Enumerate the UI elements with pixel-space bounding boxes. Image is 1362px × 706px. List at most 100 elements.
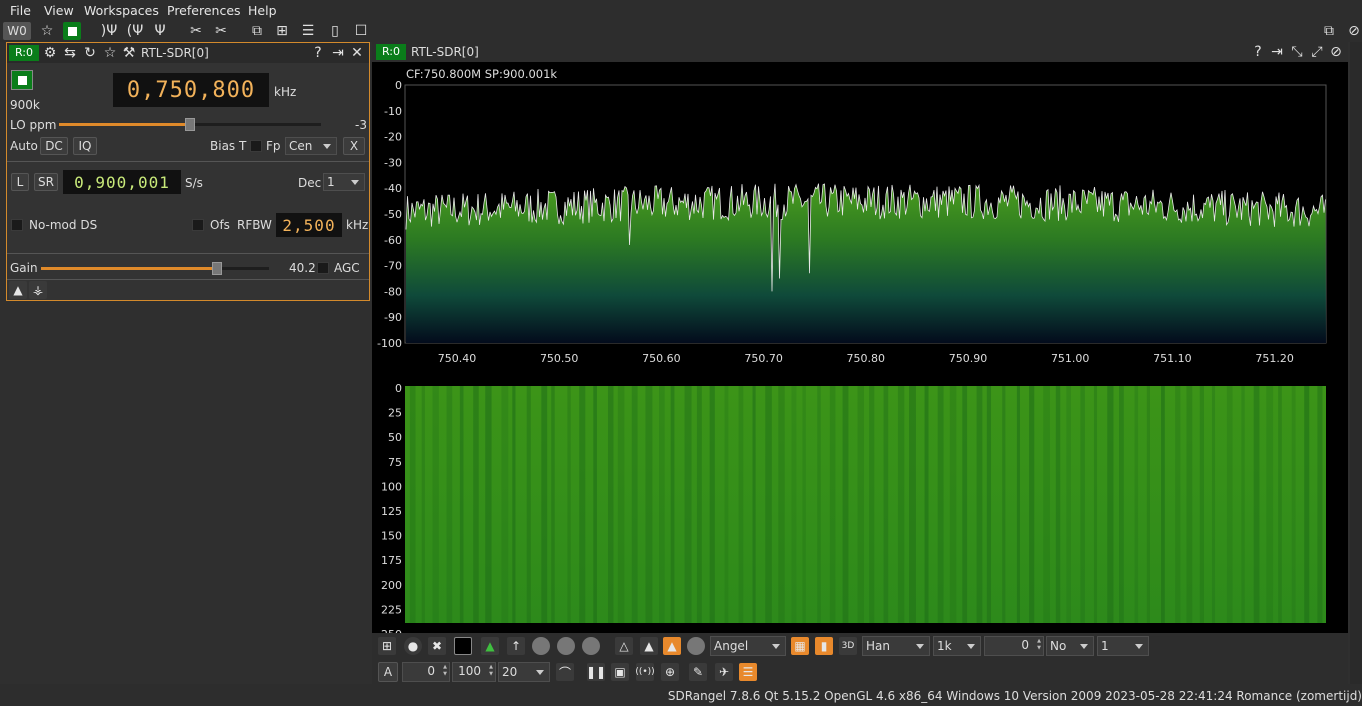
feature-settings-icon[interactable]: ✂	[215, 23, 227, 39]
center-frequency-dial[interactable]: 0,750,800	[113, 73, 269, 107]
help-icon[interactable]: ?	[314, 45, 322, 61]
move-icon[interactable]: ⇥	[332, 45, 344, 61]
spectrum-toggle-icon[interactable]: ▮	[815, 637, 833, 655]
sr-button[interactable]: SR	[34, 173, 58, 191]
color-swatch-icon[interactable]	[454, 637, 472, 655]
current-trace-icon[interactable]: ▲	[663, 637, 681, 655]
range-spinbox[interactable]: 100	[452, 662, 496, 682]
stack-windows-icon[interactable]: ☰	[301, 23, 315, 39]
add-rx-device-icon[interactable]: )Ψ	[100, 23, 118, 39]
agc-checkbox[interactable]	[317, 262, 329, 274]
3d-icon[interactable]: 3D	[839, 637, 857, 655]
star-icon[interactable]: ☆	[40, 23, 54, 39]
lo-ppm-handle[interactable]	[185, 118, 195, 131]
fps-select[interactable]: 20	[498, 662, 550, 682]
decay-icon[interactable]	[532, 637, 550, 655]
maximize-icon[interactable]: ⤢	[1311, 44, 1323, 60]
star-icon[interactable]: ☆	[103, 45, 117, 61]
waterfall-stripe	[473, 386, 479, 623]
vertical-scrollbar[interactable]	[1350, 42, 1362, 684]
auto-stack-icon[interactable]: ▯	[331, 23, 339, 39]
freeze-icon[interactable]: ❚❚	[585, 663, 607, 681]
menu-file[interactable]: File	[10, 3, 31, 18]
rfbw-dial[interactable]: 2,500	[276, 213, 342, 237]
gain-slider[interactable]	[41, 262, 269, 275]
menu-preferences[interactable]: Preferences	[167, 3, 241, 18]
trace-intensity-icon[interactable]	[687, 637, 705, 655]
device-select-icon[interactable]: ⚒	[122, 45, 136, 61]
settings-menu-icon[interactable]: ☰	[739, 663, 757, 681]
lo-ppm-slider[interactable]	[59, 118, 321, 131]
auto-scale-button[interactable]: A	[378, 662, 398, 682]
waterfall-toggle-icon[interactable]: ▦	[791, 637, 809, 655]
palette-select[interactable]: Angel	[710, 636, 786, 656]
hide-icon[interactable]: ⊘	[1330, 44, 1342, 60]
decay-divisor-icon[interactable]	[557, 637, 575, 655]
tile-windows-icon[interactable]: ⊞	[276, 23, 288, 39]
sample-rate-dial[interactable]: 0,900,001	[63, 170, 181, 194]
averaging-count-select[interactable]: 1	[1097, 636, 1149, 656]
offset-tuning-checkbox[interactable]	[192, 219, 204, 231]
rx-badge[interactable]: R:0	[9, 45, 39, 61]
log-lin-icon[interactable]: ⌒	[556, 663, 574, 681]
frequency-tick-label: 750.60	[642, 352, 681, 365]
ruler-icon[interactable]: ✎	[689, 663, 707, 681]
hide-icon[interactable]: ⊘	[1348, 23, 1360, 39]
swap-icon[interactable]: ⇆	[64, 45, 76, 61]
waterfall-mode-icon[interactable]: △	[615, 637, 633, 655]
start-stop-icon[interactable]	[63, 22, 81, 40]
window-select[interactable]: Han	[862, 636, 930, 656]
start-stop-button[interactable]	[11, 70, 33, 90]
add-tx-device-icon[interactable]: (Ψ	[126, 23, 144, 39]
grid-intensity-icon[interactable]: ●	[404, 637, 422, 655]
db-tick-label: -100	[377, 337, 402, 350]
save-icon[interactable]: ▣	[611, 663, 629, 681]
nomod-ds-checkbox[interactable]	[11, 219, 23, 231]
reload-icon[interactable]: ↻	[84, 45, 96, 61]
crosshair-icon[interactable]: ⊕	[661, 663, 679, 681]
maximize-window-icon[interactable]: ☐	[354, 23, 368, 39]
l-button[interactable]: L	[11, 173, 29, 191]
close-icon[interactable]: ✕	[351, 45, 363, 61]
averaging-count-value: 1	[1101, 639, 1109, 653]
shrink-icon[interactable]: ⤡	[1291, 44, 1303, 60]
cascade-windows-icon[interactable]: ⧉	[252, 23, 262, 39]
markers-icon[interactable]: ✈	[715, 663, 733, 681]
spectrum-rx-badge[interactable]: R:0	[376, 44, 406, 60]
histogram-icon[interactable]: ▲	[640, 637, 658, 655]
averaging-mode-select[interactable]: No	[1046, 636, 1094, 656]
spectrum-plot[interactable]: CF:750.800M SP:900.001k 0 -10 -20 -30 -40 -50…	[372, 62, 1348, 633]
grid-icon[interactable]: ⊞	[378, 637, 396, 655]
waterfall-stripe	[526, 386, 531, 623]
restore-window-icon[interactable]: ⧉	[1324, 23, 1334, 39]
move-icon[interactable]: ⇥	[1271, 44, 1283, 60]
overlap-spinbox[interactable]: 0	[984, 636, 1044, 656]
ref-level-spinbox[interactable]: 0	[402, 662, 450, 682]
gain-handle[interactable]	[211, 262, 222, 275]
x-button[interactable]: X	[343, 137, 365, 155]
stroke-icon[interactable]	[582, 637, 600, 655]
gear-icon[interactable]: ⚙	[43, 45, 57, 61]
decimation-select[interactable]: 1	[323, 173, 365, 191]
max-hold-icon[interactable]: ↑	[507, 637, 525, 655]
add-mimo-device-icon[interactable]: Ψ	[154, 23, 166, 39]
spectrum-icon[interactable]: ▲	[9, 281, 27, 299]
biast-checkbox[interactable]	[250, 140, 262, 152]
help-icon[interactable]: ?	[1254, 44, 1262, 60]
menu-workspaces[interactable]: Workspaces	[84, 3, 159, 18]
fp-select[interactable]: Cen	[285, 137, 337, 155]
dc-button[interactable]: DC	[40, 137, 68, 155]
clear-spectrum-icon[interactable]: ✖	[428, 637, 446, 655]
waterfall-stripe	[802, 386, 806, 623]
fft-size-select[interactable]: 1k	[933, 636, 981, 656]
waterfall[interactable]	[405, 386, 1326, 623]
iq-button[interactable]: IQ	[73, 137, 97, 155]
menu-help[interactable]: Help	[248, 3, 277, 18]
spectrum-style-icon[interactable]: ▲	[481, 637, 499, 655]
channel-icon[interactable]: ⚶	[29, 281, 47, 299]
add-feature-icon[interactable]: ✂	[190, 23, 202, 39]
menu-view[interactable]: View	[44, 3, 74, 18]
workspace-button[interactable]: W0	[3, 22, 31, 40]
waterfall-stripe	[778, 386, 785, 623]
broadcast-icon[interactable]: ((•))	[635, 663, 655, 681]
